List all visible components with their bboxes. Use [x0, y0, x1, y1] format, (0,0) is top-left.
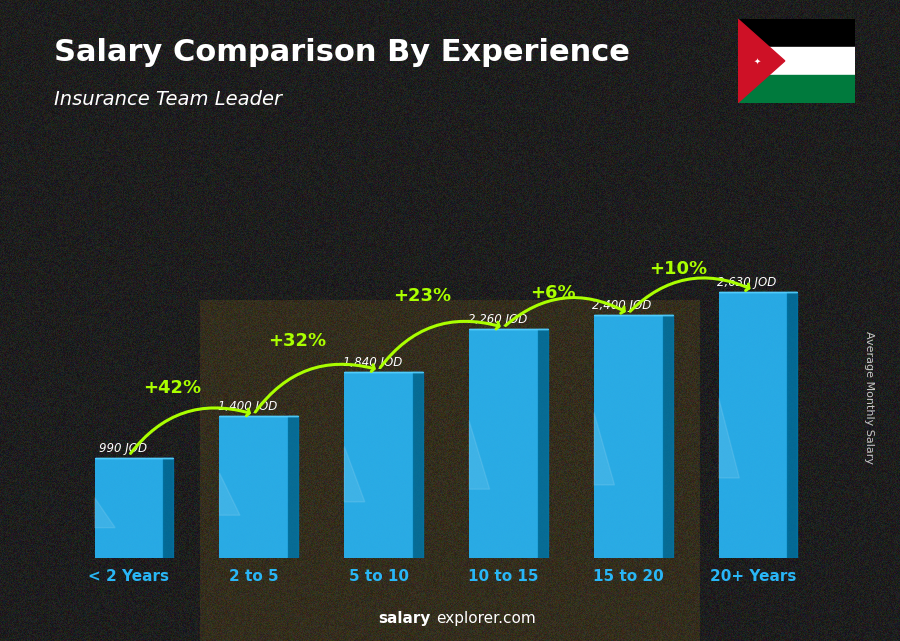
- Text: Average Monthly Salary: Average Monthly Salary: [863, 331, 874, 464]
- Bar: [738, 75, 855, 103]
- Polygon shape: [220, 473, 240, 515]
- Text: Insurance Team Leader: Insurance Team Leader: [54, 90, 282, 109]
- Bar: [738, 47, 855, 75]
- Text: +6%: +6%: [530, 284, 576, 302]
- Bar: [469, 329, 538, 558]
- FancyBboxPatch shape: [288, 416, 298, 558]
- Text: +10%: +10%: [649, 260, 707, 278]
- Text: 2,260 JOD: 2,260 JOD: [468, 313, 526, 326]
- Polygon shape: [94, 497, 115, 528]
- Polygon shape: [344, 446, 364, 502]
- Text: 2,400 JOD: 2,400 JOD: [592, 299, 652, 312]
- Bar: [738, 19, 855, 47]
- Text: explorer.com: explorer.com: [436, 611, 536, 626]
- Text: 1,840 JOD: 1,840 JOD: [343, 356, 402, 369]
- FancyBboxPatch shape: [788, 292, 797, 558]
- Text: 2,630 JOD: 2,630 JOD: [717, 276, 777, 289]
- Text: 1,400 JOD: 1,400 JOD: [218, 400, 277, 413]
- FancyBboxPatch shape: [413, 372, 423, 558]
- Bar: [719, 292, 788, 558]
- Text: salary: salary: [378, 611, 430, 626]
- FancyBboxPatch shape: [538, 329, 548, 558]
- Polygon shape: [594, 412, 615, 485]
- Text: +42%: +42%: [143, 379, 202, 397]
- Text: 990 JOD: 990 JOD: [99, 442, 147, 454]
- Bar: [94, 458, 163, 558]
- Polygon shape: [719, 398, 740, 478]
- Polygon shape: [469, 420, 490, 489]
- Text: ✦: ✦: [754, 56, 761, 65]
- Text: Salary Comparison By Experience: Salary Comparison By Experience: [54, 38, 630, 67]
- Text: +32%: +32%: [268, 331, 327, 349]
- Polygon shape: [738, 19, 785, 103]
- Bar: [594, 315, 662, 558]
- FancyBboxPatch shape: [163, 458, 173, 558]
- Text: +23%: +23%: [393, 287, 451, 305]
- FancyBboxPatch shape: [662, 315, 672, 558]
- Bar: [344, 372, 413, 558]
- Bar: [220, 416, 288, 558]
